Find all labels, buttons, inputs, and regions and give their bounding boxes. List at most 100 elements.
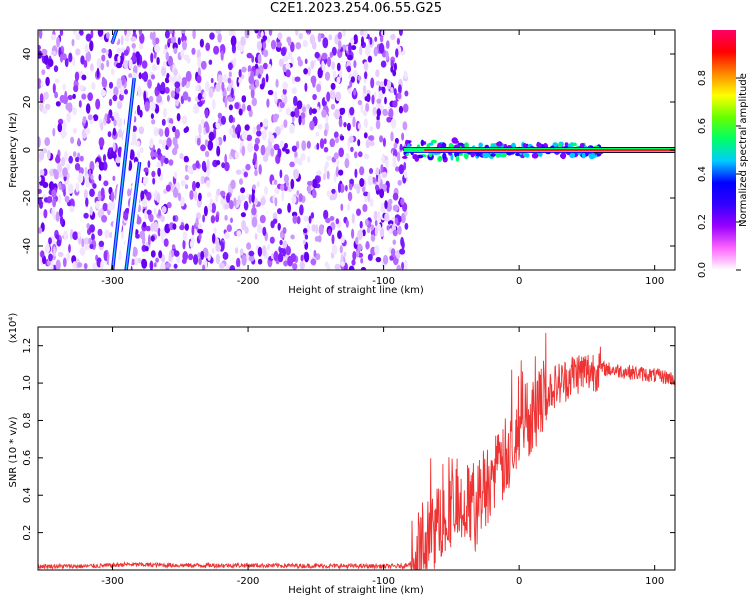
spectrogram-cell xyxy=(168,251,172,262)
spectrogram-cell xyxy=(357,122,362,130)
spectrogram-cell xyxy=(243,171,248,178)
spectrogram-cell xyxy=(42,181,49,188)
spectrogram-cell xyxy=(365,103,370,112)
spectrogram-cell xyxy=(273,113,280,120)
spectrogram-cell xyxy=(291,195,297,204)
spectrogram-cell xyxy=(392,155,397,164)
spectrogram-cell xyxy=(161,254,166,263)
spectrogram-cell xyxy=(164,86,170,94)
spectrogram-cell xyxy=(364,71,368,80)
spectrogram-cell xyxy=(312,178,318,189)
spectrogram-cell xyxy=(38,30,43,39)
spectrogram-cell xyxy=(298,115,302,126)
spectrogram-cell xyxy=(291,87,297,95)
spectrogram-cell xyxy=(284,142,288,149)
spectrogram-cell xyxy=(335,137,339,144)
spectrogram-cell xyxy=(323,138,327,145)
spectrogram-cell xyxy=(316,83,322,93)
spectrogram-cell xyxy=(253,152,257,163)
spectrogram-cell xyxy=(328,34,333,41)
spectrogram-cell xyxy=(392,229,398,237)
spectrogram-cell xyxy=(359,178,365,187)
spectrogram-cell xyxy=(107,202,113,211)
spectrogram-cell xyxy=(92,183,97,189)
spectrogram-cell xyxy=(335,91,342,102)
spectrogram-cell xyxy=(158,209,161,217)
spectrogram-cell xyxy=(395,48,399,58)
spectrogram-cell xyxy=(53,65,59,73)
spectrogram-cell xyxy=(40,81,44,88)
spectrogram-cell xyxy=(84,127,91,135)
spectrogram-cell xyxy=(172,188,179,198)
spectrogram-cell xyxy=(176,255,181,264)
spectrogram-cell xyxy=(97,30,104,37)
spectrogram-cell xyxy=(393,62,397,71)
spectrogram-cell xyxy=(323,146,329,153)
spectrogram-cell xyxy=(41,48,48,57)
signal-cell xyxy=(571,142,577,147)
spectrogram-cell xyxy=(234,247,239,254)
spectrogram-cell xyxy=(164,127,170,138)
spectrogram-cell xyxy=(159,128,164,137)
spectrogram-cell xyxy=(150,250,156,258)
spectrogram-cell xyxy=(256,124,261,132)
spectrogram-cell xyxy=(130,135,137,146)
spectrogram-cell xyxy=(303,228,308,234)
snr-x-label: Height of straight line (km) xyxy=(288,585,424,596)
spectrogram-cell xyxy=(266,98,270,108)
spectrogram-cell xyxy=(251,55,255,63)
spectrogram-cell xyxy=(154,44,160,53)
spectrogram-cell xyxy=(173,250,180,257)
spectrogram-cell xyxy=(102,202,108,212)
y-tick-label: -20 xyxy=(22,190,33,206)
spectrogram-cell xyxy=(79,247,86,256)
spectrogram-cell xyxy=(306,103,311,110)
spectrogram-cell xyxy=(281,191,285,202)
spectrogram-cell xyxy=(374,245,380,255)
spectrogram-cell xyxy=(228,104,233,111)
spectrogram-cell xyxy=(240,187,246,194)
spectrogram-cell xyxy=(83,173,90,181)
spectrogram-cell xyxy=(189,190,194,200)
spectrogram-cell xyxy=(75,48,81,56)
spectrogram-cell xyxy=(203,205,208,217)
spectrogram-cell xyxy=(48,237,52,245)
spectrogram-cell xyxy=(212,233,216,244)
spectrogram-cell xyxy=(262,118,269,128)
spectrogram-cell xyxy=(291,75,296,85)
spectrogram-cell xyxy=(136,150,141,159)
spectrogram-cell xyxy=(255,68,259,77)
spectrogram-cell xyxy=(180,49,185,58)
spectrogram-cell xyxy=(208,87,214,98)
spectrogram-cell xyxy=(63,188,66,197)
spectrogram-cell xyxy=(317,235,322,243)
spectrogram-cell xyxy=(339,245,343,254)
spectrogram-cell xyxy=(208,59,213,65)
spectrogram-y-axis: -40 -20 0 20 40 xyxy=(22,48,675,254)
spectrogram-cell xyxy=(146,209,152,215)
spectrogram-cell xyxy=(153,151,158,158)
snr-series-line xyxy=(38,332,675,570)
spectrogram-cell xyxy=(163,238,169,247)
spectrogram-cell xyxy=(365,240,370,250)
spectrogram-cell xyxy=(89,243,94,249)
figure-title: C2E1.2023.254.06.55.G25 xyxy=(269,1,443,16)
spectrogram-cell xyxy=(92,114,99,122)
spectrogram-cell xyxy=(41,69,46,75)
spectrogram-cell xyxy=(59,215,64,226)
spectrogram-cell xyxy=(277,223,281,231)
spectrogram-cell xyxy=(270,147,275,157)
spectrogram-cell xyxy=(151,74,155,80)
spectrogram-cell xyxy=(314,253,321,261)
spectrogram-cell xyxy=(164,30,170,39)
spectrogram-cell xyxy=(367,175,373,186)
spectrogram-cell xyxy=(61,156,66,167)
spectrogram-cell xyxy=(217,112,223,119)
spectrogram-cell xyxy=(368,141,375,147)
spectrogram-cell xyxy=(376,98,382,104)
spectrogram-cell xyxy=(352,250,357,261)
spectrogram-cell xyxy=(68,244,71,253)
spectrogram-cell xyxy=(382,108,388,117)
spectrogram-cell xyxy=(254,197,258,206)
spectrogram-cell xyxy=(195,217,199,227)
